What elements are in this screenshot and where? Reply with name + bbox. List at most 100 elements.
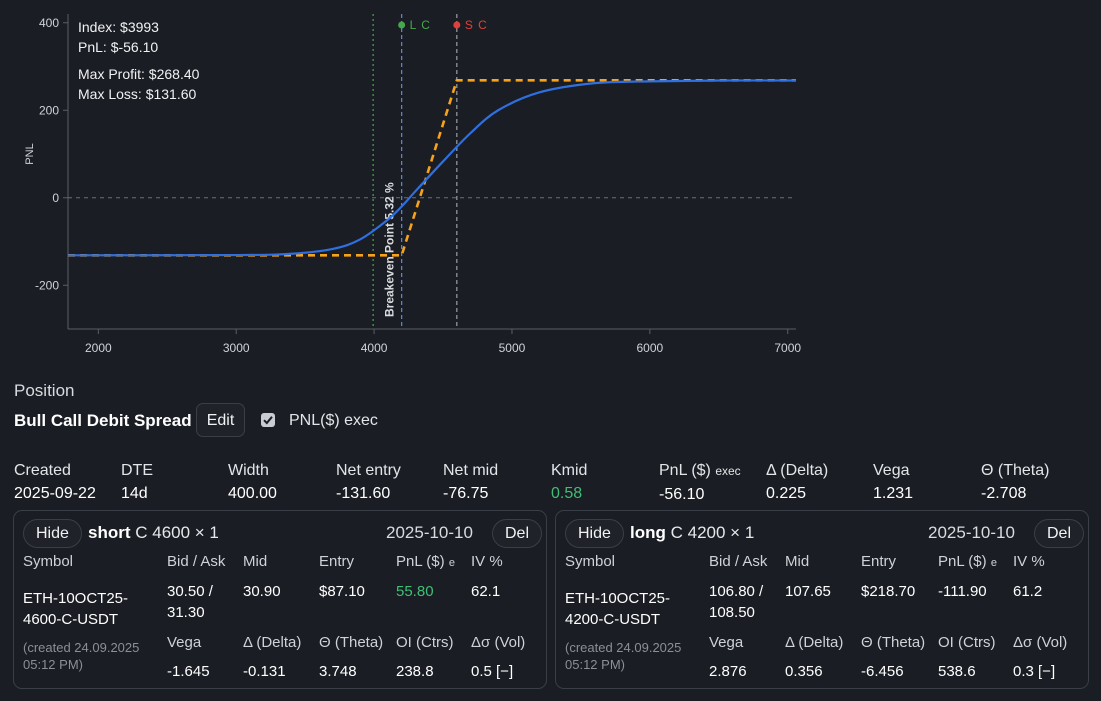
leg-oi: 238.8	[396, 663, 434, 680]
y-tick-label: 0	[52, 191, 59, 205]
y-tick-label: 400	[39, 16, 59, 30]
summary-created-value: 2025-09-22	[14, 485, 96, 502]
leg-card-short: Hide short C 4600 × 1 2025-10-10 Del Sym…	[13, 510, 547, 689]
y-tick-label: 200	[39, 103, 59, 117]
summary-width-value: 400.00	[228, 485, 277, 502]
leg-vol-adjust[interactable]: 0.5 [−]	[471, 663, 514, 680]
x-tick-label: 2000	[85, 341, 112, 355]
pnl-readout: PnL: $-56.10	[78, 39, 159, 55]
delete-leg-button[interactable]: Del	[492, 519, 543, 548]
col-header-vol: Δσ (Vol)	[471, 634, 526, 651]
col-header-oi: OI (Ctrs)	[938, 634, 996, 651]
summary-net-entry-label: Net entry	[336, 462, 401, 479]
leg-vega: 2.876	[709, 663, 747, 680]
col-header-theta: Θ (Theta)	[861, 634, 926, 651]
summary-pnl-sub: exec	[715, 464, 741, 478]
x-tick-label: 6000	[636, 341, 663, 355]
leg-pnl: 55.80	[396, 583, 434, 600]
summary-net-mid: Net mid -76.75	[443, 459, 498, 505]
summary-vega-label: Vega	[873, 462, 910, 479]
leg-created-line1: (created 24.09.2025	[23, 640, 140, 655]
col-header-pnl: PnL ($) e	[938, 553, 997, 570]
summary-delta: Δ (Delta) 0.225	[766, 459, 828, 505]
leg-ask: 31.30	[167, 604, 205, 621]
pnl-chart: 400 200 0 -200 2000 3000 4000 5000 6000 7000 PNL L …	[0, 0, 820, 370]
long-call-marker-label: L C	[410, 18, 431, 32]
summary-pnl-label: PnL ($)	[659, 462, 711, 479]
summary-dte-value: 14d	[121, 485, 148, 502]
leg-entry: $218.70	[861, 583, 916, 600]
leg-side: long	[630, 523, 666, 542]
leg-theta: -6.456	[861, 663, 904, 680]
leg-side: short	[88, 523, 131, 542]
summary-theta-label: Θ (Theta)	[981, 462, 1050, 479]
expiry-pnl-line	[68, 79, 796, 257]
col-header-mid: Mid	[785, 553, 810, 570]
edit-button[interactable]: Edit	[196, 403, 245, 437]
summary-net-mid-value: -76.75	[443, 485, 489, 502]
summary-vega: Vega 1.231	[873, 459, 913, 505]
summary-created-label: Created	[14, 462, 71, 479]
col-header-theta: Θ (Theta)	[319, 634, 384, 651]
pnl-exec-label: PNL($) exec	[289, 412, 378, 429]
leg-bid: 106.80 /	[709, 583, 764, 600]
checkmark-icon	[263, 416, 273, 425]
summary-pnl: PnL ($) exec -56.10	[659, 459, 741, 506]
summary-pnl-value: -56.10	[659, 486, 705, 503]
leg-iv: 61.2	[1013, 583, 1043, 600]
summary-net-entry-value: -131.60	[336, 485, 391, 502]
col-header-bid-ask: Bid / Ask	[167, 553, 226, 570]
summary-width: Width 400.00	[228, 459, 277, 505]
summary-created: Created 2025-09-22	[14, 459, 96, 505]
x-tick-label: 4000	[361, 341, 388, 355]
leg-vega: -1.645	[167, 663, 210, 680]
hide-leg-button[interactable]: Hide	[23, 519, 82, 548]
strategy-name: Bull Call Debit Spread	[14, 411, 192, 430]
leg-title: short C 4600 × 1	[88, 523, 219, 543]
col-header-vega: Vega	[167, 634, 202, 651]
hide-leg-button[interactable]: Hide	[565, 519, 624, 548]
delete-leg-button[interactable]: Del	[1034, 519, 1085, 548]
leg-theta: 3.748	[319, 663, 357, 680]
leg-iv: 62.1	[471, 583, 501, 600]
leg-contract: C 4600 × 1	[135, 523, 219, 542]
leg-oi: 538.6	[938, 663, 976, 680]
leg-created-line1: (created 24.09.2025	[565, 640, 682, 655]
summary-theta: Θ (Theta) -2.708	[981, 459, 1049, 505]
leg-mid: 107.65	[785, 583, 831, 600]
col-header-iv: IV %	[471, 553, 503, 570]
y-tick-label: -200	[35, 278, 59, 292]
leg-delta: 0.356	[785, 663, 823, 680]
col-header-entry: Entry	[319, 553, 355, 570]
short-call-marker	[453, 21, 461, 29]
col-header-oi: OI (Ctrs)	[396, 634, 454, 651]
summary-dte-label: DTE	[121, 462, 153, 479]
current-pnl-line	[67, 79, 797, 257]
leg-card-long: Hide long C 4200 × 1 2025-10-10 Del Symb…	[555, 510, 1089, 689]
chart-info-box: Index: $3993 PnL: $-56.10 Max Profit: $2…	[78, 17, 199, 104]
y-axis-label: PNL	[24, 143, 36, 164]
leg-created-line2: 05:12 PM)	[565, 657, 625, 672]
short-call-marker-label: S C	[465, 18, 488, 32]
col-header-symbol: Symbol	[23, 553, 74, 570]
leg-symbol-line1: ETH-10OCT25-	[23, 590, 129, 607]
col-header-mid: Mid	[243, 553, 268, 570]
summary-width-label: Width	[228, 462, 269, 479]
col-header-pnl: PnL ($) e	[396, 553, 455, 570]
col-header-bid-ask: Bid / Ask	[709, 553, 768, 570]
summary-kmid: Kmid 0.58	[551, 459, 587, 505]
leg-bid: 30.50 /	[167, 583, 213, 600]
leg-symbol-line1: ETH-10OCT25-	[565, 590, 671, 607]
leg-ask: 108.50	[709, 604, 755, 621]
leg-vol-adjust[interactable]: 0.3 [−]	[1013, 663, 1056, 680]
section-title-position: Position	[14, 381, 75, 400]
leg-delta: -0.131	[243, 663, 286, 680]
summary-delta-value: 0.225	[766, 485, 807, 502]
col-header-vol: Δσ (Vol)	[1013, 634, 1068, 651]
summary-vega-value: 1.231	[873, 485, 914, 502]
leg-expiry-date: 2025-10-10	[928, 523, 1015, 542]
summary-kmid-value: 0.58	[551, 485, 583, 502]
pnl-exec-checkbox[interactable]	[261, 413, 275, 427]
col-header-iv: IV %	[1013, 553, 1045, 570]
